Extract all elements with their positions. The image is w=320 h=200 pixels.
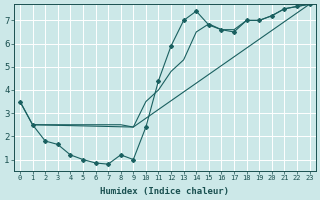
X-axis label: Humidex (Indice chaleur): Humidex (Indice chaleur) [100, 187, 229, 196]
